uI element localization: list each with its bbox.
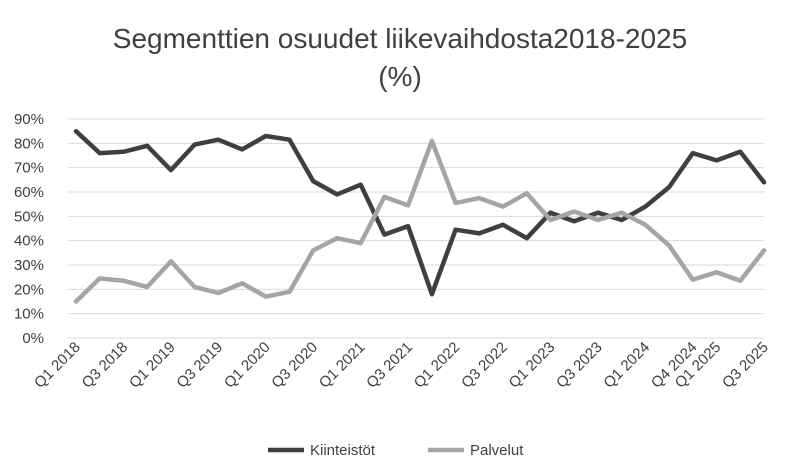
y-tick-label: 20% [14,281,44,298]
x-tick-label: Q3 2025 [719,339,772,392]
x-tick-label: Q1 2024 [600,339,653,392]
legend-label-1: Kiinteistöt [310,442,376,459]
x-tick-label: Q1 2019 [126,339,179,392]
x-tick-label: Q3 2022 [458,339,511,392]
y-tick-label: 80% [14,135,44,152]
y-tick-label: 70% [14,160,44,177]
y-tick-label: 30% [14,257,44,274]
legend-label-2: Palvelut [470,442,524,459]
chart-title-line2: (%) [378,61,422,92]
x-tick-label: Q3 2018 [79,339,132,392]
y-tick-label: 0% [22,330,44,347]
y-axis-tick-labels: 0% 10% 20% 30% 40% 50% 60% 70% 80% 90% [14,111,44,347]
series-line-2 [73,138,767,304]
x-tick-label: Q1 2020 [221,339,274,392]
x-tick-label: Q1 2022 [411,339,464,392]
y-tick-label: 90% [14,111,44,128]
chart-title-line1: Segmenttien osuudet liikevaihdosta2018-2… [113,23,687,54]
gridlines [68,118,764,339]
y-tick-label: 40% [14,233,44,250]
x-tick-label: Q1 2023 [506,339,559,392]
x-tick-label: Q3 2021 [363,339,416,392]
y-tick-label: 60% [14,184,44,201]
x-tick-label: Q3 2020 [268,339,321,392]
legend: Kiinteistöt Palvelut [268,442,524,459]
y-tick-label: 10% [14,306,44,323]
x-tick-label: Q3 2019 [173,339,226,392]
data-series [73,128,767,304]
y-tick-label: 50% [14,208,44,225]
x-tick-label: Q1 2021 [316,339,369,392]
series-line-1 [73,128,767,297]
x-tick-label: Q3 2023 [553,339,606,392]
